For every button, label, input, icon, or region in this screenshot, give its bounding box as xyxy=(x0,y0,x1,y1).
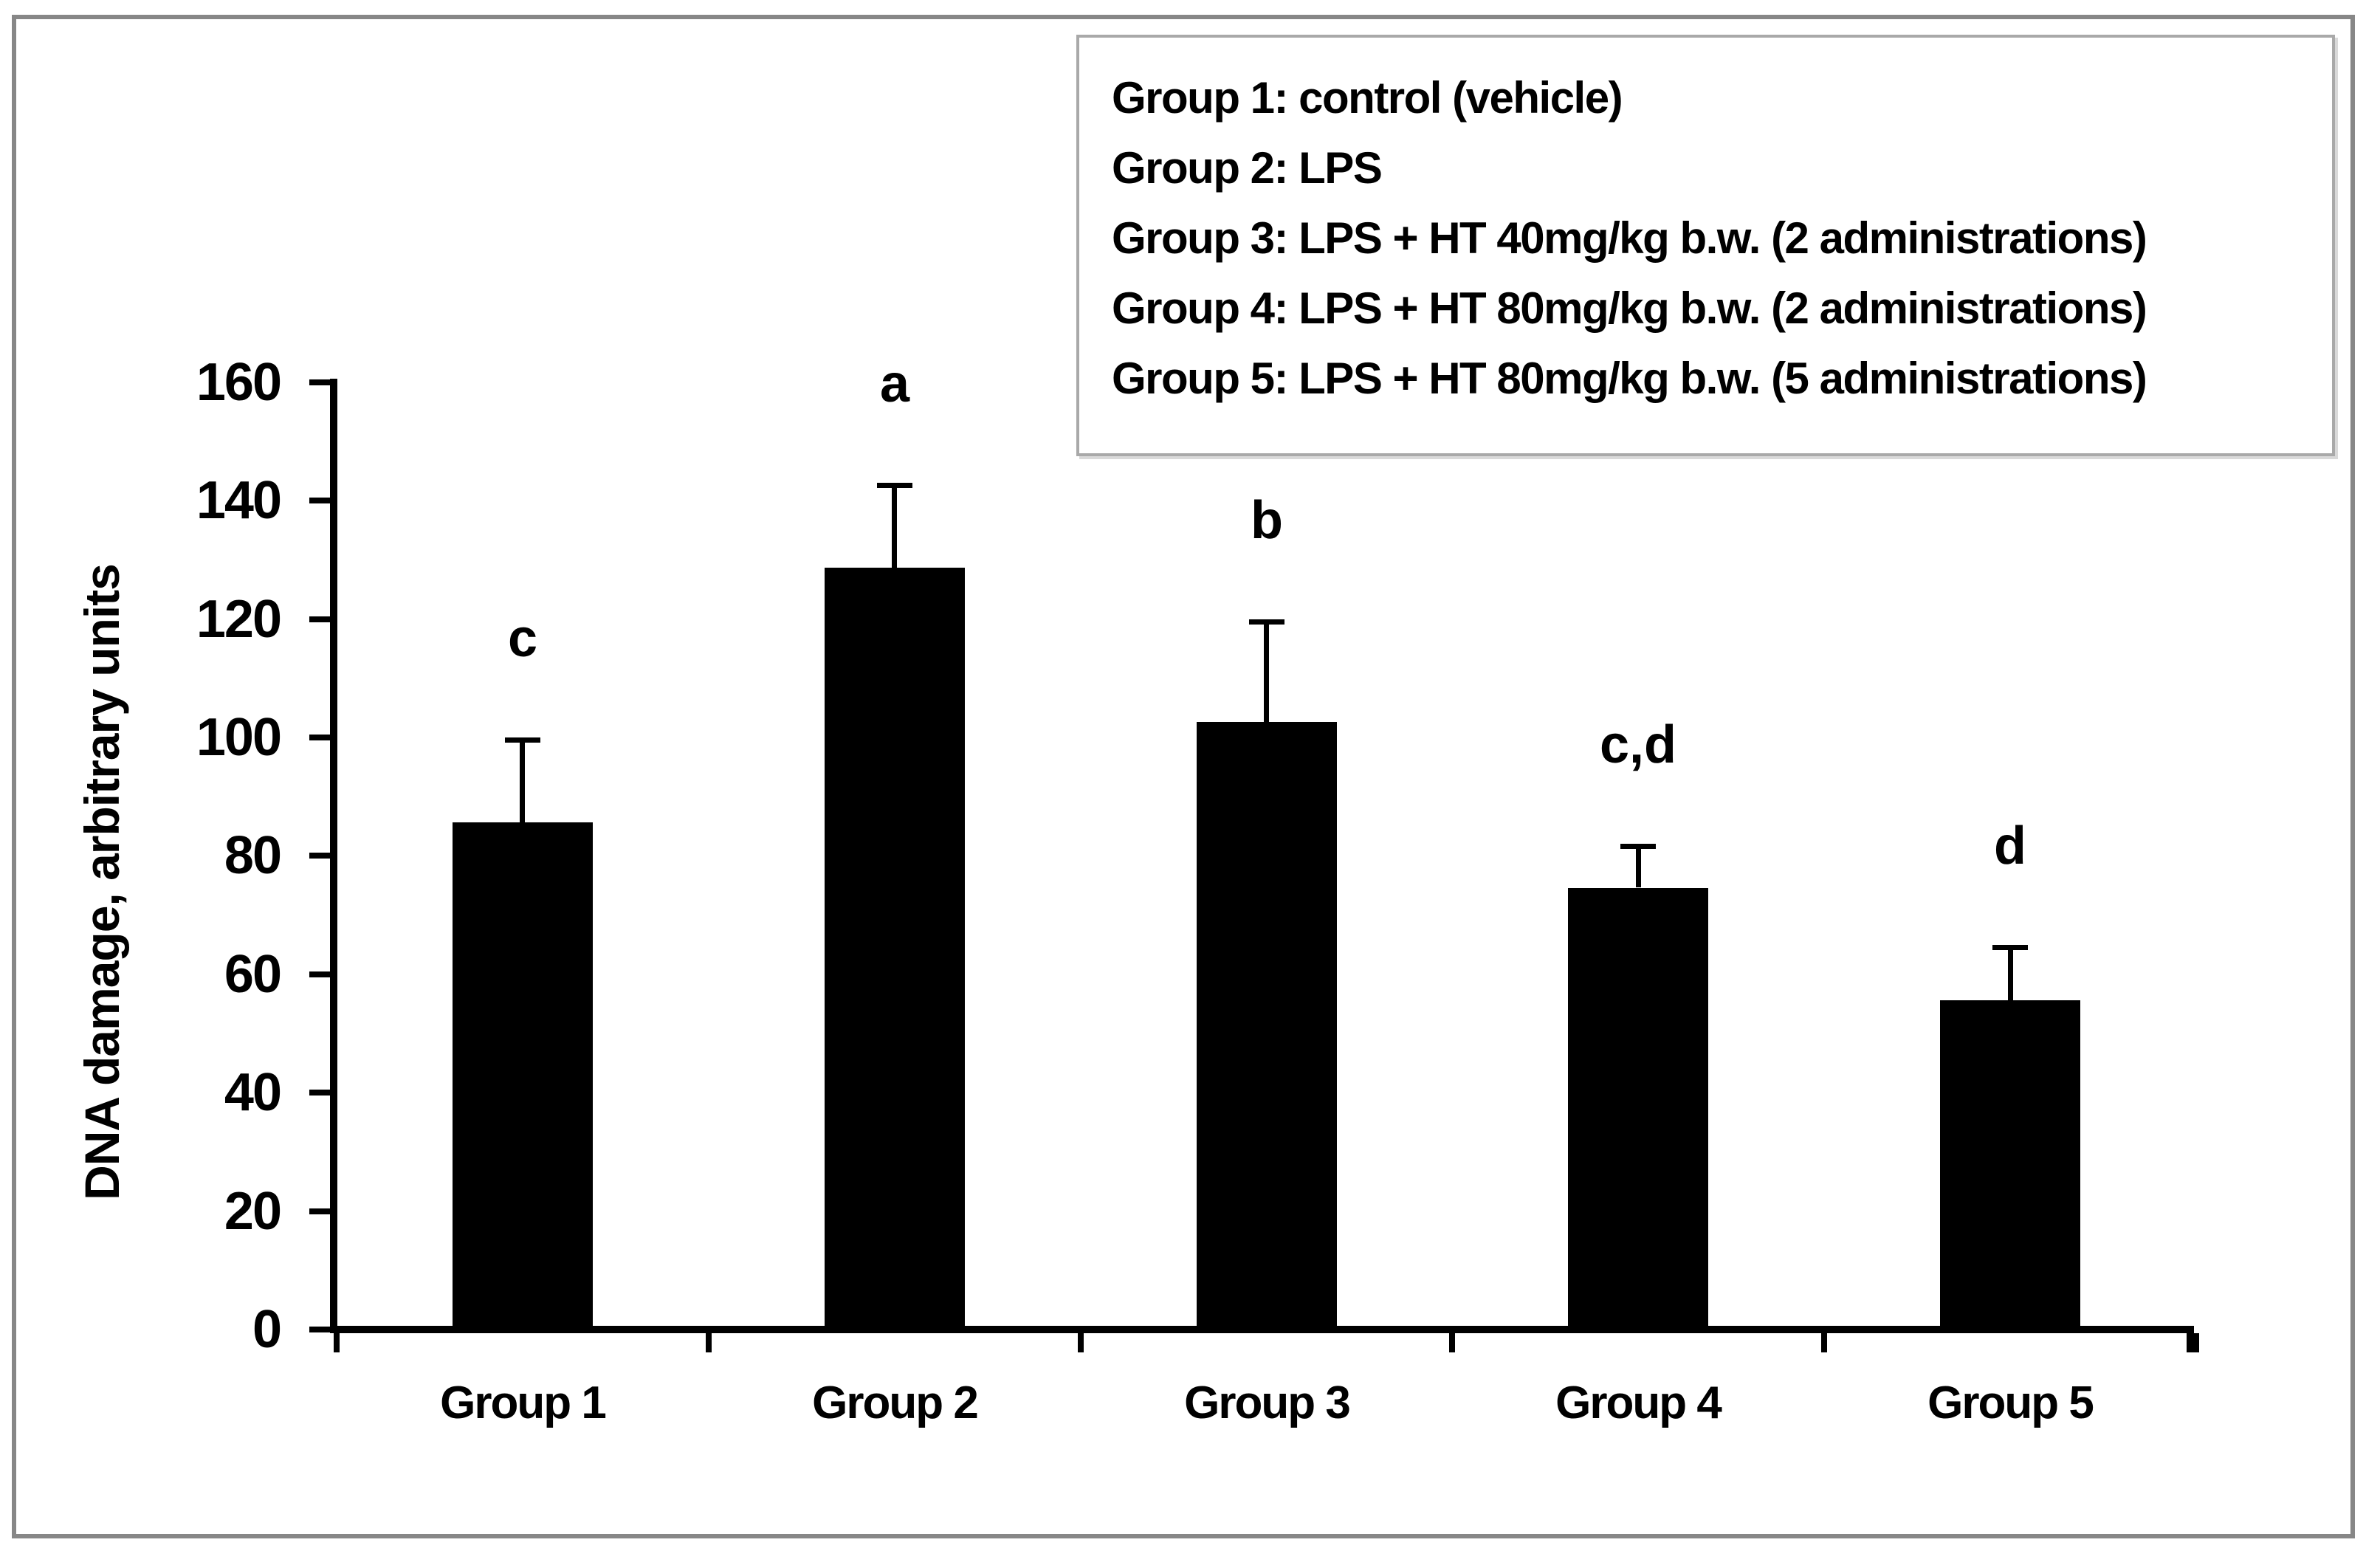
y-tick-mark xyxy=(309,616,331,622)
y-tick-mark xyxy=(309,1327,331,1332)
y-tick-mark xyxy=(309,971,331,977)
x-axis-end-tick xyxy=(2187,1326,2194,1352)
error-bar-line xyxy=(892,485,897,568)
y-tick-mark xyxy=(309,1090,331,1096)
y-tick-label: 140 xyxy=(196,471,282,530)
bar-group-2 xyxy=(825,568,965,1330)
significance-label: a xyxy=(879,354,910,413)
significance-label: d xyxy=(1994,816,2026,876)
bar-group-1 xyxy=(453,822,593,1330)
bar-group-4 xyxy=(1568,888,1708,1330)
y-axis-line xyxy=(330,379,337,1333)
legend-box: Group 1: control (vehicle) Group 2: LPS … xyxy=(1076,35,2335,456)
error-bar-line xyxy=(2008,947,2013,1000)
error-bar-cap xyxy=(1249,619,1284,625)
error-bar-line xyxy=(1636,846,1641,887)
y-tick-mark xyxy=(309,379,331,385)
legend-entry-group2: Group 2: LPS xyxy=(1112,143,1383,193)
error-bar-cap xyxy=(1620,844,1656,849)
y-tick-mark xyxy=(309,735,331,740)
x-category-label: Group 5 xyxy=(1927,1377,2094,1428)
x-tick-mark xyxy=(706,1333,712,1352)
y-tick-label: 100 xyxy=(196,708,282,767)
error-bar-line xyxy=(1264,622,1269,722)
significance-label: b xyxy=(1251,491,1283,550)
x-category-label: Group 3 xyxy=(1184,1377,1351,1428)
legend-entry-group5: Group 5: LPS + HT 80mg/kg b.w. (5 admini… xyxy=(1112,354,2147,403)
legend-entry-group3: Group 3: LPS + HT 40mg/kg b.w. (2 admini… xyxy=(1112,213,2147,263)
bar-group-3 xyxy=(1197,722,1337,1330)
y-tick-label: 60 xyxy=(224,945,282,1004)
y-tick-label: 40 xyxy=(224,1063,282,1122)
bar-group-5 xyxy=(1940,1000,2080,1330)
legend-entry-group1: Group 1: control (vehicle) xyxy=(1112,73,1623,123)
error-bar-cap xyxy=(877,483,912,488)
y-tick-mark xyxy=(309,1208,331,1214)
significance-label: c,d xyxy=(1599,715,1677,774)
error-bar-cap xyxy=(1992,945,2028,950)
x-tick-mark xyxy=(334,1333,340,1352)
x-axis-line xyxy=(330,1326,2194,1333)
x-tick-mark xyxy=(1449,1333,1455,1352)
x-tick-mark xyxy=(1821,1333,1827,1352)
y-tick-label: 20 xyxy=(224,1182,282,1241)
y-tick-label: 160 xyxy=(196,353,282,412)
y-tick-label: 120 xyxy=(196,590,282,649)
x-category-label: Group 2 xyxy=(812,1377,979,1428)
error-bar-line xyxy=(520,740,525,822)
error-bar-cap xyxy=(505,737,540,743)
legend-entry-group4: Group 4: LPS + HT 80mg/kg b.w. (2 admini… xyxy=(1112,283,2147,333)
x-tick-mark xyxy=(2193,1333,2199,1352)
x-category-label: Group 1 xyxy=(440,1377,607,1428)
x-tick-mark xyxy=(1078,1333,1084,1352)
y-tick-label: 80 xyxy=(224,826,282,885)
y-tick-label: 0 xyxy=(252,1300,282,1359)
x-category-label: Group 4 xyxy=(1555,1377,1722,1428)
figure-border xyxy=(12,15,2355,1538)
y-tick-mark xyxy=(309,498,331,503)
y-tick-mark xyxy=(309,853,331,859)
significance-label: c xyxy=(507,609,538,668)
